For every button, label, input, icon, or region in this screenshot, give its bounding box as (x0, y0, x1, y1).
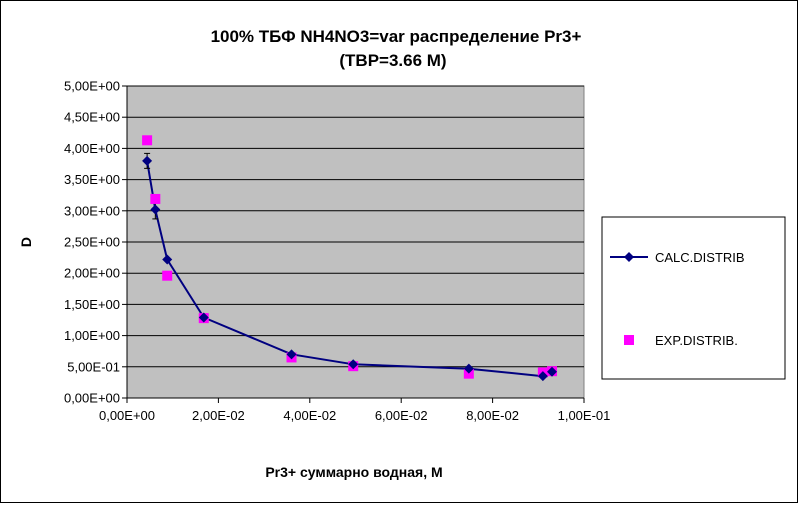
x-tick-label: 1,00E-01 (558, 408, 611, 423)
y-tick-label: 0,00E+00 (64, 391, 120, 406)
legend-calc-label: CALC.DISTRIB (655, 250, 745, 265)
chart-title-line-1: 100% ТБФ NH4NO3=var распределение Pr3+ (211, 27, 582, 46)
calc-distrib-point (463, 363, 474, 374)
y-tick-label: 3,50E+00 (64, 172, 120, 187)
y-tick-label: 4,00E+00 (64, 141, 120, 156)
x-tick-label: 2,00E-02 (192, 408, 245, 423)
x-tick-label: 4,00E-02 (283, 408, 336, 423)
exp-distrib-point (150, 193, 161, 204)
y-tick-label: 2,00E+00 (64, 266, 120, 281)
series-layer (142, 135, 558, 382)
y-tick-label: 3,00E+00 (64, 203, 120, 218)
legend-exp-marker (624, 335, 634, 345)
y-tick-label: 4,50E+00 (64, 110, 120, 125)
exp-distrib-point (162, 270, 173, 281)
y-tick-label: 5,00E+00 (64, 79, 120, 94)
x-tick-label: 8,00E-02 (466, 408, 519, 423)
legend-calc-marker (624, 252, 634, 262)
legend: CALC.DISTRIB EXP.DISTRIB. (601, 216, 786, 380)
y-axis-title: D (18, 237, 34, 247)
y-axis-ticks: 0,00E+00 5,00E-01 1,00E+00 1,50E+00 2,00E+00… (64, 79, 127, 406)
x-tick-label: 6,00E-02 (375, 408, 428, 423)
y-tick-label: 1,50E+00 (64, 297, 120, 312)
calc-distrib-point (348, 359, 359, 370)
x-axis-ticks: 0,00E+00 2,00E-02 4,00E-02 6,00E-02 8,00E-02… (99, 398, 610, 423)
y-tick-label: 1,00E+00 (64, 328, 120, 343)
y-tick-label: 2,50E+00 (64, 235, 120, 250)
legend-exp-label: EXP.DISTRIB. (655, 333, 738, 348)
chart-title-line-2: (TBP=3.66 M) (339, 51, 446, 70)
y-tick-label: 5,00E-01 (67, 359, 120, 374)
calc-distrib-point (142, 155, 153, 166)
exp-distrib-point (142, 135, 153, 146)
calc-distrib-point (547, 366, 558, 377)
calc-distrib-point (286, 349, 297, 360)
x-tick-label: 0,00E+00 (99, 408, 155, 423)
calc-distrib-point (150, 204, 161, 215)
x-axis-title: Pr3+ суммарно водная, М (265, 464, 442, 480)
calc-distrib-point (198, 312, 209, 323)
gridlines (127, 85, 584, 368)
legend-box (601, 216, 786, 380)
calc-distrib-point (537, 371, 548, 382)
